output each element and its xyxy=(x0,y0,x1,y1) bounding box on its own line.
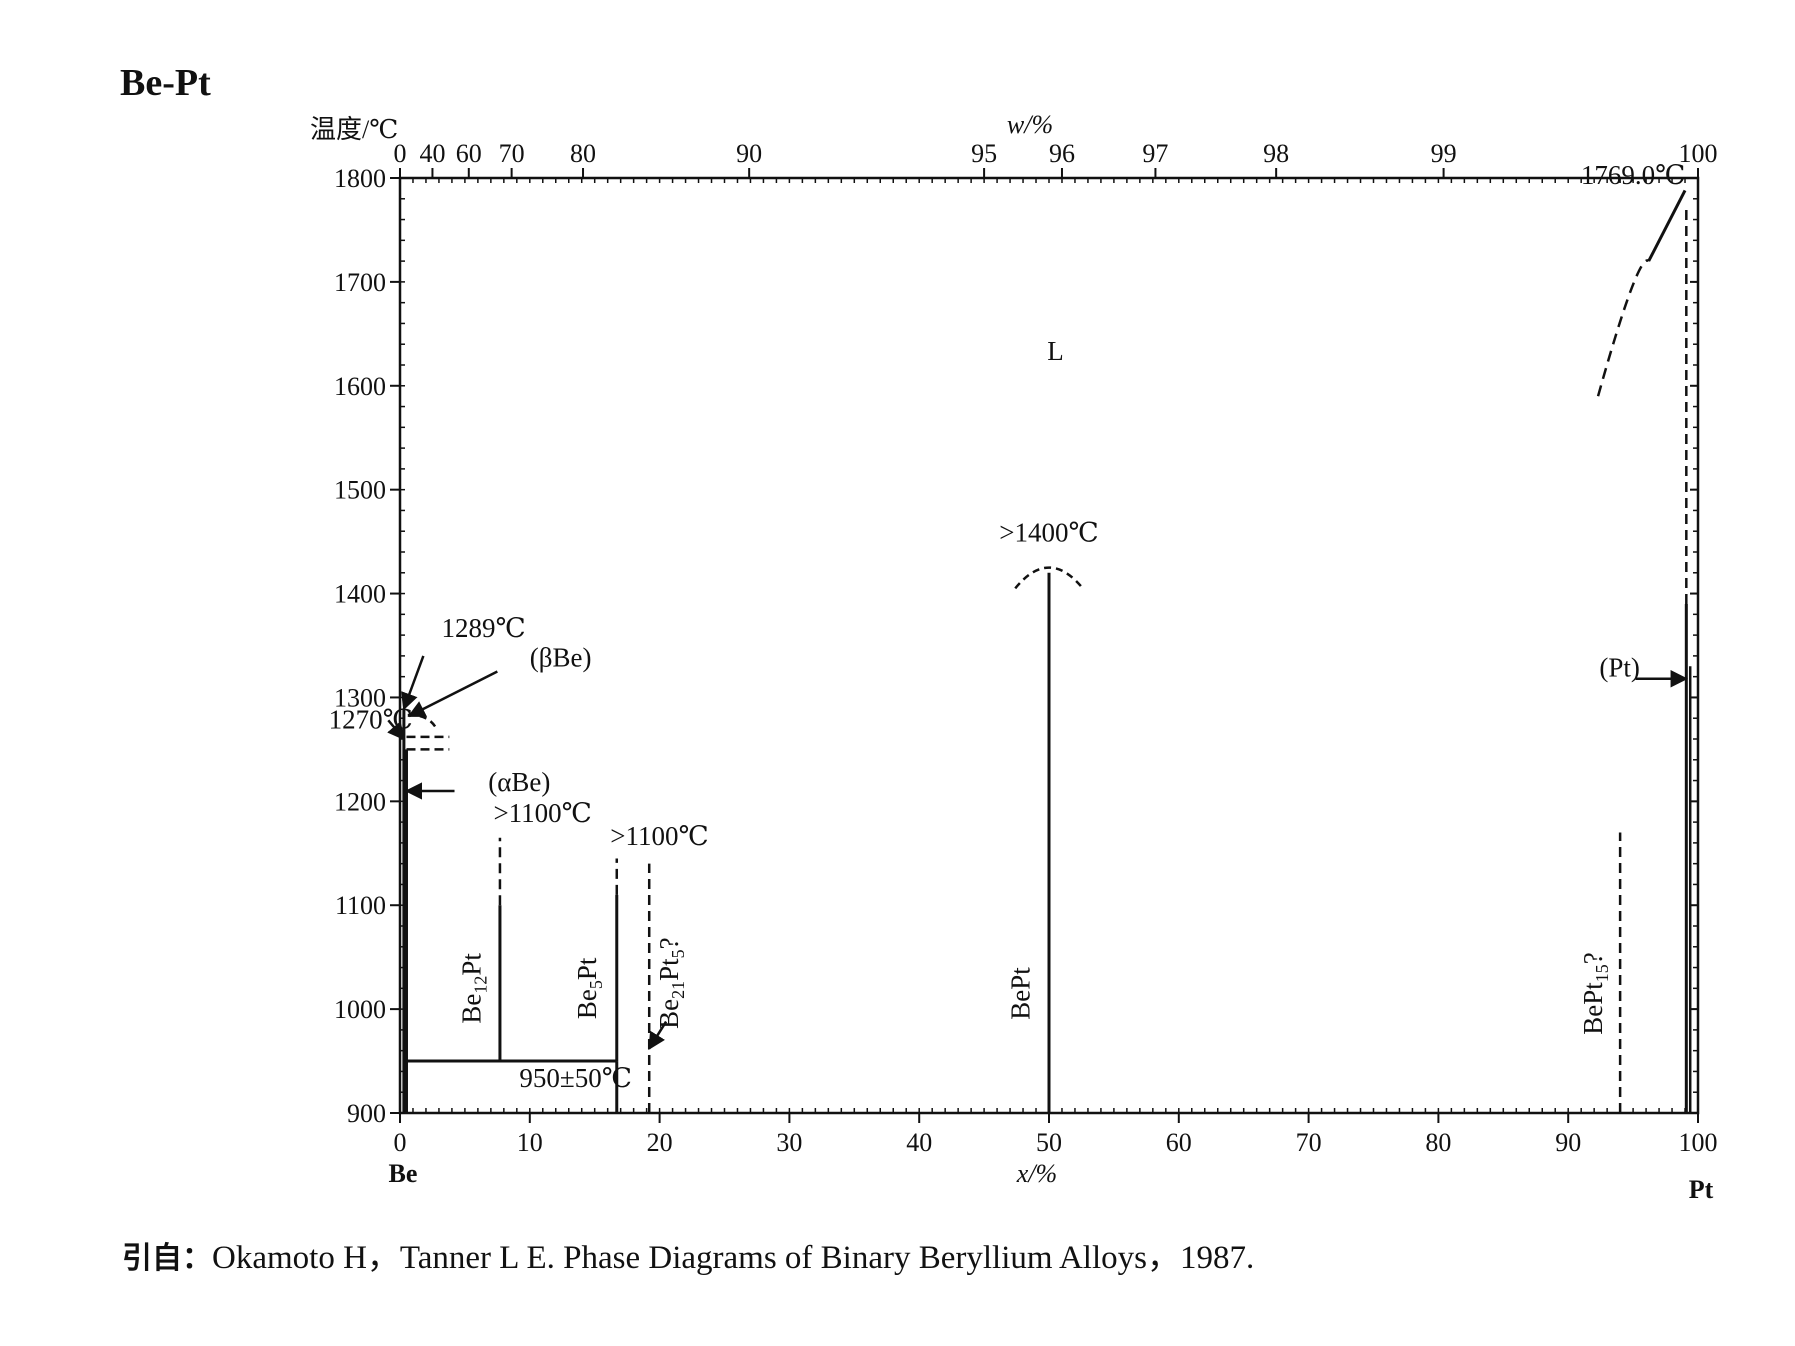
annotation-label: >1400℃ xyxy=(999,518,1098,548)
y-tick-label: 1200 xyxy=(334,787,386,816)
top-tick-label: 98 xyxy=(1263,139,1289,168)
x-tick-label: 90 xyxy=(1555,1128,1581,1157)
y-axis-label: 温度/℃ xyxy=(310,115,398,144)
compound-label: Be5Pt xyxy=(572,957,606,1019)
annotation-label: (βBe) xyxy=(530,642,592,672)
top-tick-label: 80 xyxy=(570,139,596,168)
y-tick-label: 1300 xyxy=(334,683,386,712)
arrow-1270 xyxy=(387,719,406,741)
caption-prefix: 引自： xyxy=(122,1241,212,1276)
phase-label-l: L xyxy=(1047,336,1064,366)
top-tick-label: 70 xyxy=(499,139,525,168)
annotation-label: 1289℃ xyxy=(442,613,526,643)
annotations: >1400℃1289℃(βBe)1270℃(αBe)>1100℃>1100℃95… xyxy=(329,160,1686,1093)
annotation-label: 1769.0℃ xyxy=(1581,160,1685,190)
y-tick-label: 900 xyxy=(347,1099,386,1128)
y-axis-ticks: 900 1000 1100 1200 1300 1400 1500 1600 1700 1800 xyxy=(334,164,1698,1128)
y-tick-label: 1100 xyxy=(335,891,386,920)
annotation-label: (Pt) xyxy=(1599,653,1640,683)
bept-dome-dashed xyxy=(1014,566,1084,590)
phase-boundaries xyxy=(387,189,1692,1113)
y-tick-label: 1800 xyxy=(334,164,386,193)
x-tick-label: 40 xyxy=(906,1128,932,1157)
arrow-be21pt5 xyxy=(648,1020,668,1051)
y-tick-label: 1500 xyxy=(334,476,386,505)
top-tick-label: 40 xyxy=(419,139,445,168)
x-axis-ticks: 0 10 20 30 40 50 60 70 80 90 100 xyxy=(394,1108,1718,1157)
top-axis-label: w/% xyxy=(1007,110,1053,139)
element-right-label: Pt xyxy=(1689,1175,1714,1204)
compound-label: BePt xyxy=(1006,967,1036,1020)
top-tick-label: 0 xyxy=(394,139,407,168)
caption-text: Okamoto H，Tanner L E. Phase Diagrams of … xyxy=(212,1240,1255,1276)
compound-label: Be12Pt xyxy=(456,953,490,1024)
top-tick-label: 96 xyxy=(1049,139,1075,168)
chart-title: Be-Pt xyxy=(120,62,211,104)
x-axis-label: x/% xyxy=(1016,1159,1057,1188)
y-tick-label: 1600 xyxy=(334,372,386,401)
x-tick-label: 10 xyxy=(517,1128,543,1157)
top-axis-ticks: 0 40 60 70 80 90 95 96 97 98 99 100 xyxy=(394,139,1718,183)
element-left-label: Be xyxy=(389,1159,418,1188)
y-tick-label: 1700 xyxy=(334,268,386,297)
x-tick-label: 20 xyxy=(647,1128,673,1157)
x-tick-label: 0 xyxy=(394,1128,407,1157)
top-tick-label: 100 xyxy=(1679,139,1718,168)
compound-label: BePt15? xyxy=(1578,952,1612,1035)
annotation-label: >1100℃ xyxy=(610,821,708,851)
compound-label: Be21Pt5? xyxy=(654,937,688,1029)
top-tick-label: 99 xyxy=(1431,139,1457,168)
y-tick-label: 1000 xyxy=(334,995,386,1024)
top-tick-label: 97 xyxy=(1142,139,1168,168)
arrow-beta-be xyxy=(407,670,498,718)
top-tick-label: 60 xyxy=(456,139,482,168)
annotation-label: 950±50℃ xyxy=(519,1063,632,1093)
phase-region-labels: L xyxy=(1047,336,1064,366)
x-tick-label: 30 xyxy=(776,1128,802,1157)
x-tick-label: 100 xyxy=(1679,1128,1718,1157)
top-tick-label: 90 xyxy=(736,139,762,168)
top-tick-label: 95 xyxy=(971,139,997,168)
y-tick-label: 1400 xyxy=(334,580,386,609)
compound-labels: Be12Pt Be5Pt Be21Pt5? BePt BePt15? xyxy=(456,937,1611,1034)
x-tick-label: 70 xyxy=(1296,1128,1322,1157)
x-tick-label: 60 xyxy=(1166,1128,1192,1157)
x-tick-label: 80 xyxy=(1425,1128,1451,1157)
annotation-label: (αBe) xyxy=(488,767,550,797)
source-caption: 引自：Okamoto H，Tanner L E. Phase Diagrams … xyxy=(122,1230,1682,1278)
pt-liquidus-dashed xyxy=(1596,259,1650,397)
x-tick-label: 50 xyxy=(1036,1128,1062,1157)
annotation-label: >1100℃ xyxy=(493,798,591,828)
arrow-1289 xyxy=(401,655,425,711)
pt-liquidus-solid xyxy=(1647,189,1687,262)
annotation-label: 1270℃ xyxy=(329,705,413,735)
